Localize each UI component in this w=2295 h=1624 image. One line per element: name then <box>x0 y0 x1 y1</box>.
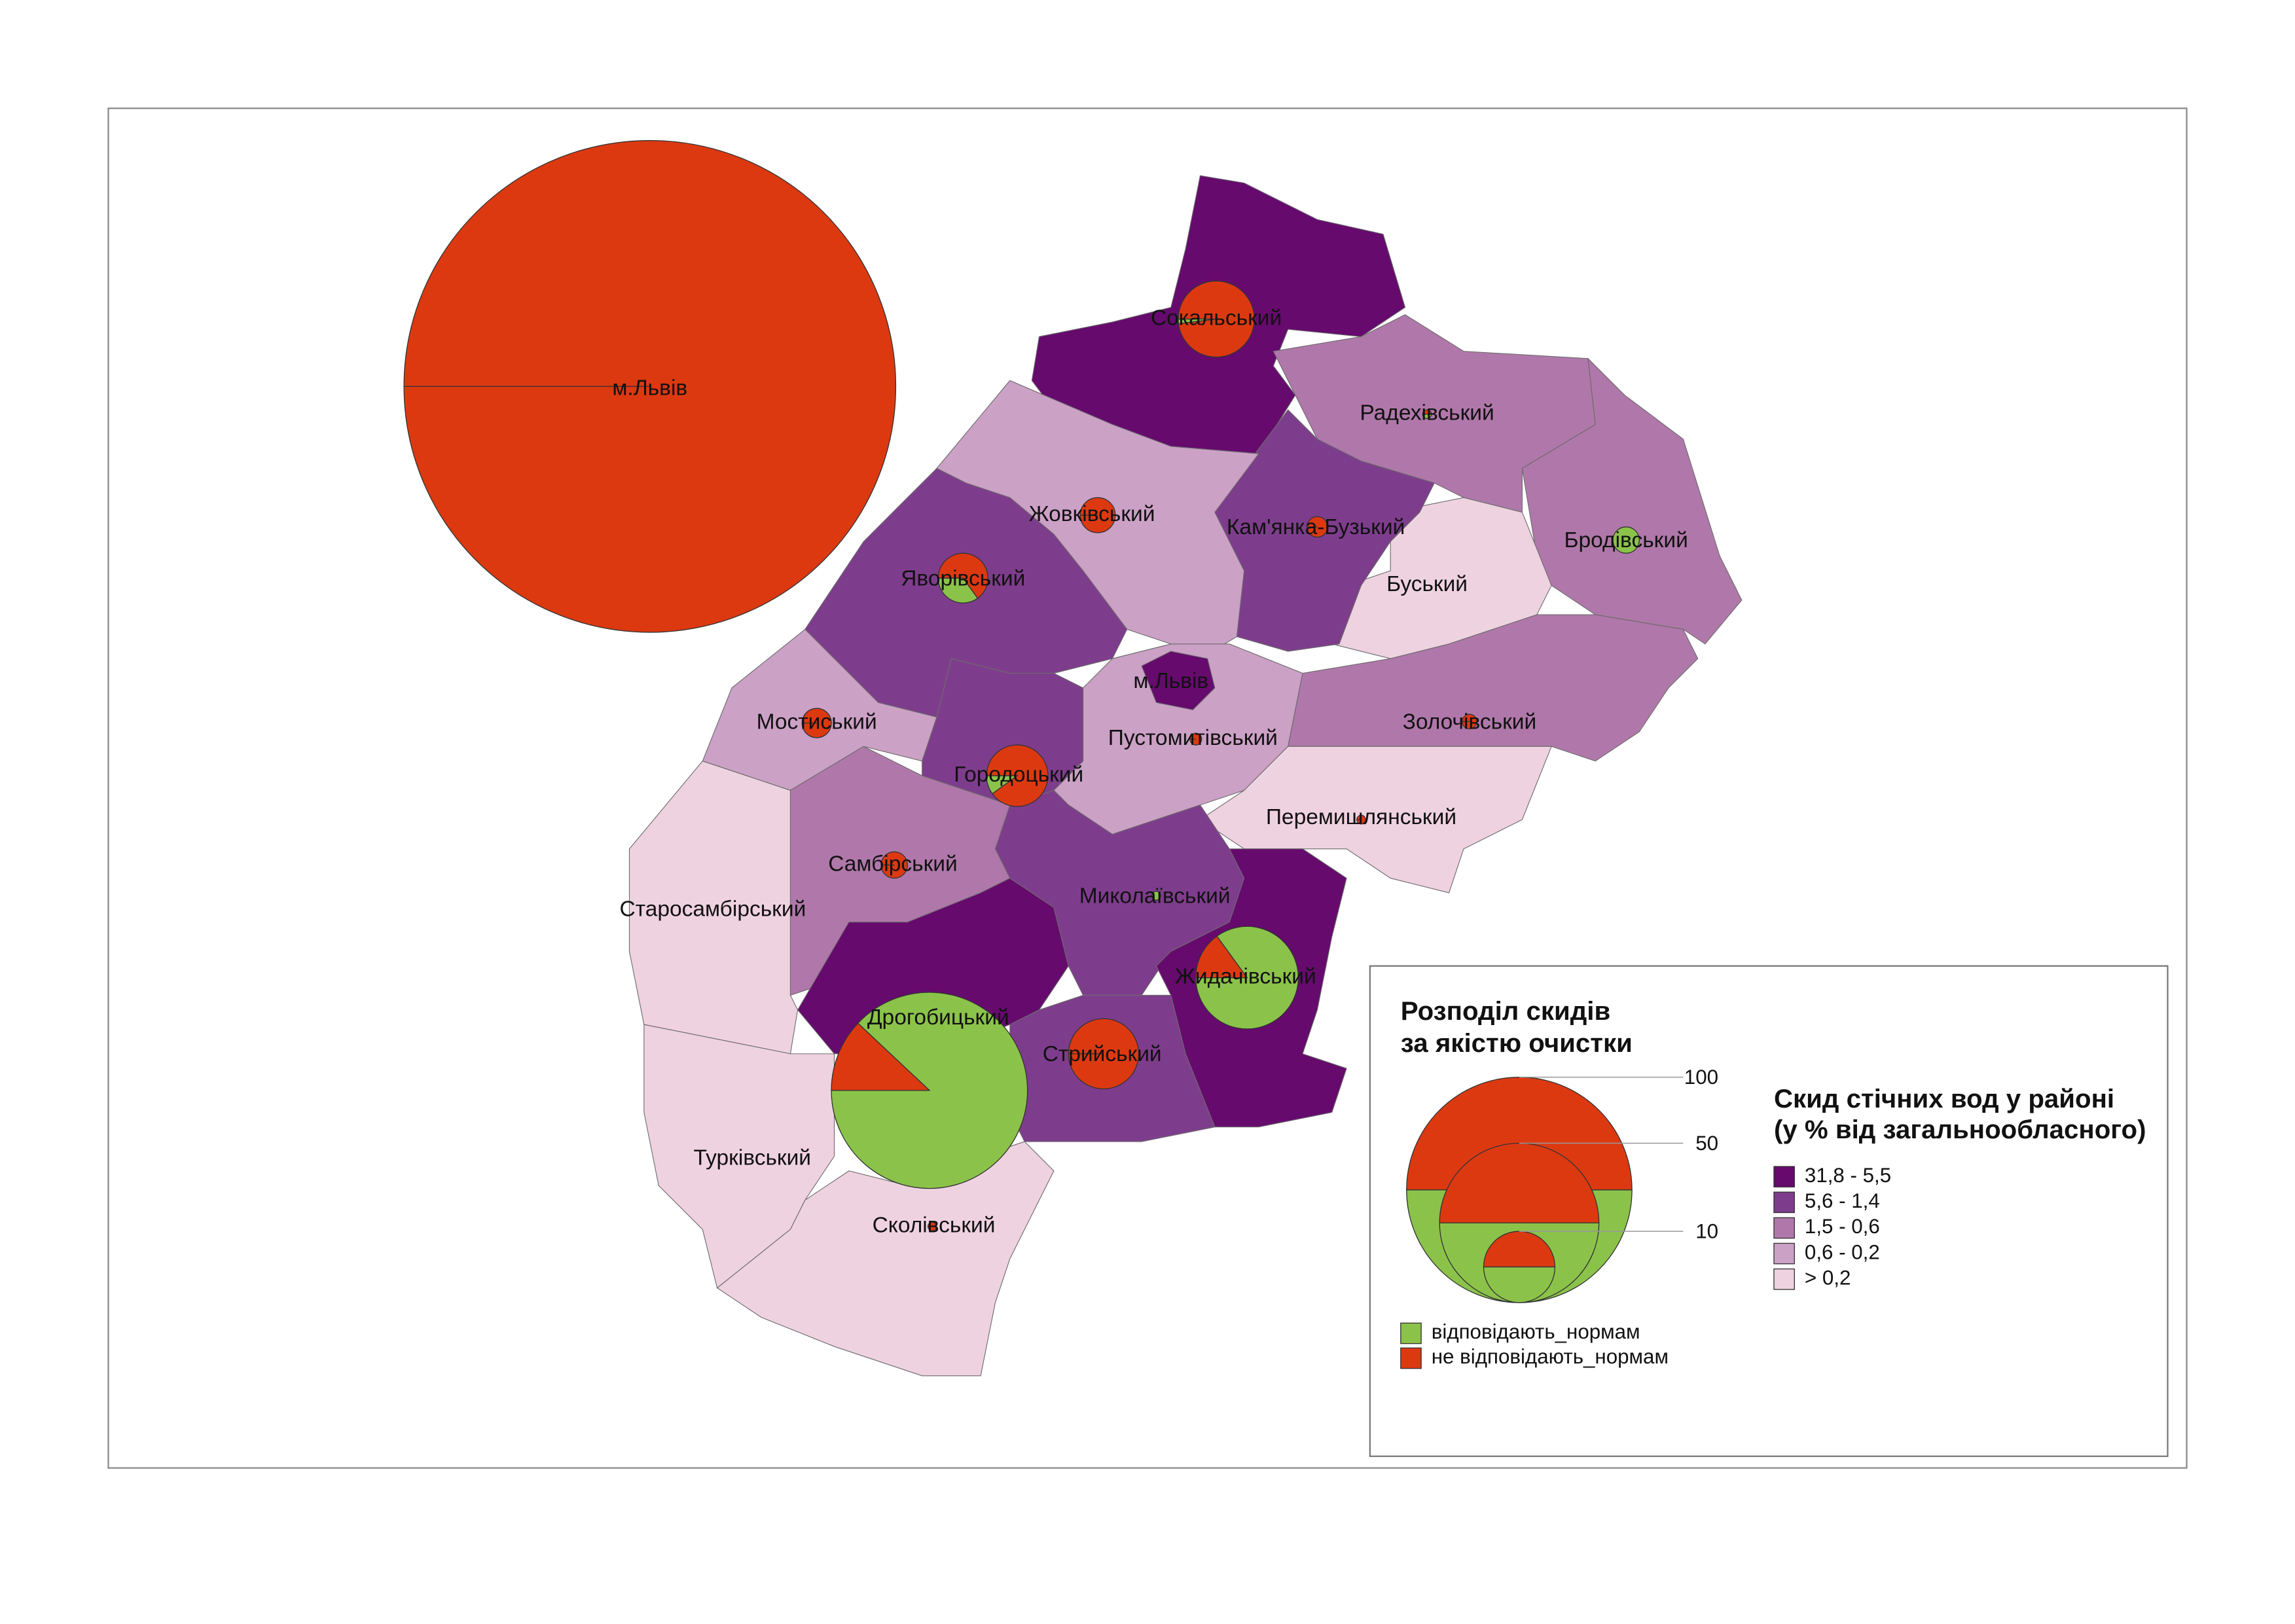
legend-label: 31,8 - 5,5 <box>1805 1164 1891 1187</box>
district-label: Мостиський <box>757 710 877 734</box>
legend-label: не відповідають_нормам <box>1432 1345 1669 1368</box>
legend-swatch <box>1773 1242 1795 1265</box>
district-label: Старосамбірський <box>620 897 806 922</box>
legend-label: 1,5 - 0,6 <box>1805 1215 1880 1238</box>
pie-noncompliant <box>1422 409 1432 415</box>
legend-title: Розподіл скидів <box>1401 996 1610 1026</box>
pie-compliant <box>1612 526 1640 554</box>
district-label: Буський <box>1386 572 1468 596</box>
district-label: Турківський <box>694 1146 811 1170</box>
pies: м.Львів <box>403 139 1640 1232</box>
legend-title: Скид стічних вод у районі <box>1774 1084 2114 1113</box>
size-circle-compliant <box>1483 1266 1556 1303</box>
district <box>1141 651 1216 711</box>
pie-noncompliant <box>937 552 988 599</box>
pie-noncompliant <box>1195 935 1248 979</box>
legend-label: 0,6 - 0,2 <box>1805 1240 1880 1263</box>
district-label: Жовківський <box>1029 502 1155 526</box>
pie-compliant <box>831 992 1028 1189</box>
legend-swatch <box>1773 1191 1795 1214</box>
pie-label: м.Львів <box>612 376 687 401</box>
regions <box>628 175 1743 1377</box>
size-label: 10 <box>1695 1220 1718 1243</box>
legend-swatch <box>1773 1268 1795 1290</box>
legend-title: за якістю очистки <box>1401 1028 1633 1058</box>
legend-swatch <box>1773 1166 1795 1188</box>
district-label: Сколівський <box>873 1214 996 1238</box>
district-label: Яворівський <box>901 566 1025 590</box>
size-label: 50 <box>1695 1132 1718 1155</box>
district-labels: Сокальський Радехівський Бродівський Буськи… <box>620 306 1688 1237</box>
district-label: Радехівський <box>1360 401 1494 425</box>
pie-compliant <box>937 577 979 604</box>
pie-compliant <box>1422 414 1432 420</box>
pie-noncompliant <box>986 744 1049 807</box>
legend-label: відповідають_нормам <box>1432 1320 1640 1343</box>
district-label: Золочівський <box>1403 710 1537 734</box>
district-label: Самбірський <box>828 852 958 876</box>
legend-swatch <box>1400 1347 1422 1369</box>
district-label: Сокальський <box>1151 306 1282 330</box>
district-label: Миколаївський <box>1079 884 1231 908</box>
district-label: Городоцький <box>954 763 1083 787</box>
legend-swatch <box>1773 1217 1795 1239</box>
district-label: Бродівський <box>1564 528 1688 552</box>
legend-label: > 0,2 <box>1805 1266 1851 1289</box>
legend-label: 5,6 - 1,4 <box>1805 1189 1880 1212</box>
district-label: Стрийський <box>1043 1042 1162 1066</box>
legend-title: (у % від загальнообласного) <box>1774 1115 2146 1144</box>
pie-compliant <box>1151 891 1161 901</box>
district-label: Дрогобицький <box>867 1005 1009 1030</box>
district-label: Перемишлянський <box>1266 805 1456 829</box>
pie-noncompliant <box>831 1022 931 1091</box>
pie-noncompliant <box>1356 814 1366 825</box>
district-label: м.Львів <box>1133 669 1208 693</box>
district-label: Жидачівський <box>1175 964 1316 988</box>
district-label: Пустомитівський <box>1108 726 1278 750</box>
size-label: 100 <box>1684 1066 1718 1089</box>
district-label: Кам'янка-Бузький <box>1227 515 1405 539</box>
district <box>628 761 799 1055</box>
pie-noncompliant <box>1178 280 1255 358</box>
legend-swatch <box>1400 1322 1422 1344</box>
